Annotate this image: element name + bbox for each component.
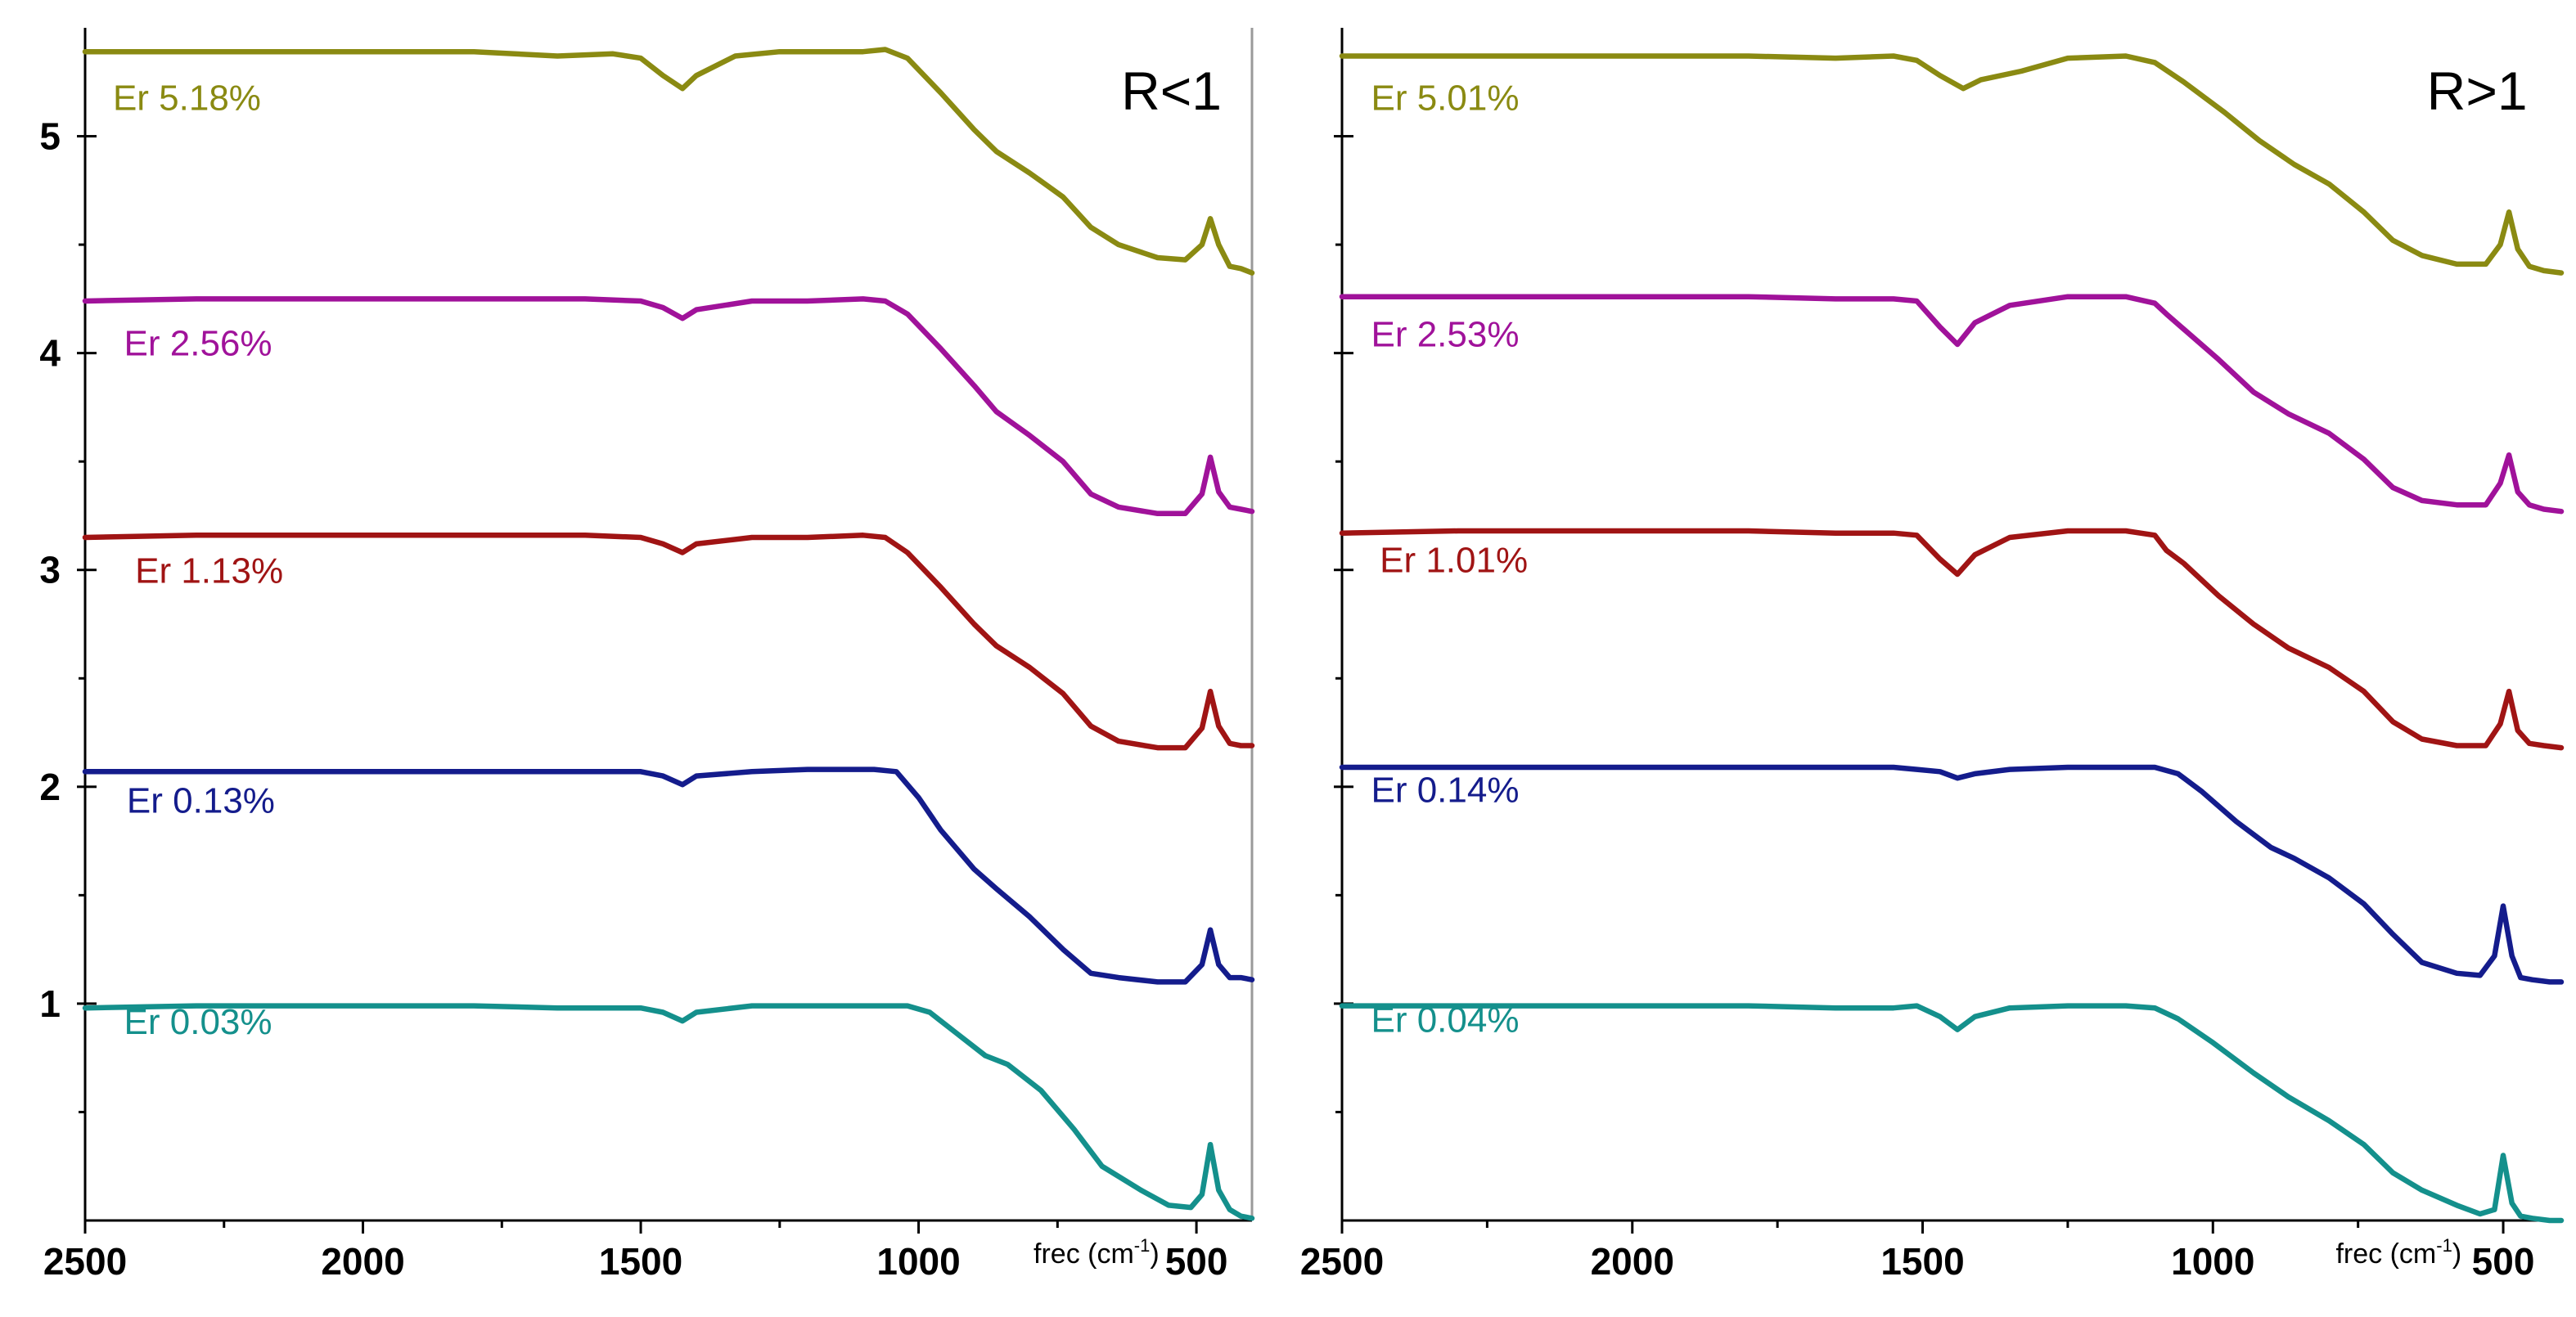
x-axis-label: frec (cm-1) [1034,1235,1160,1270]
x-axis-label-text: frec (cm [1034,1238,1134,1270]
series-label: Er 0.03% [124,1002,272,1042]
series-line [1339,764,2565,985]
x-axis-label-close: ) [1150,1238,1159,1270]
series-label: Er 5.18% [113,79,261,119]
series-line [82,533,1255,751]
chart-panel-left: 2500 2000 1500 1000 500 1 2 3 4 5 frec (cm-1) R<1 Er… [39,28,1255,1283]
y-tick-label: 2 [39,766,61,808]
x-tick-label: 1000 [876,1240,960,1283]
x-axis-label-exponent: -1 [2436,1235,2452,1256]
y-tick-label: 1 [39,982,61,1025]
x-tick-label: 500 [1165,1240,1228,1283]
x-axis-label: frec (cm-1) [2335,1235,2461,1270]
x-axis-label-exponent: -1 [1134,1235,1151,1256]
y-tick-label: 3 [39,549,61,591]
series-label: Er 0.04% [1371,1000,1519,1040]
x-tick-label: 1500 [599,1240,682,1283]
series-label: Er 2.53% [1371,315,1519,355]
panel-title: R<1 [1121,61,1222,121]
series-line [82,1003,1255,1221]
series-line [82,47,1255,276]
series-line [1339,528,2565,751]
series-line [1339,1003,2565,1224]
y-tick-label: 5 [39,115,61,158]
series-line [1339,53,2565,276]
x-tick-label: 1500 [1880,1240,1964,1283]
chart-panel-right: 2500 2000 1500 1000 500 frec (cm-1) R>1 Er 5.01… [1300,28,2565,1283]
y-tick-label: 4 [39,332,61,375]
series-line [82,296,1255,517]
x-tick-label: 2000 [321,1240,404,1283]
x-axis-label-close: ) [2452,1238,2461,1270]
series-label: Er 0.14% [1371,770,1519,810]
series-label: Er 2.56% [124,323,272,363]
series-label: Er 1.13% [135,551,283,591]
series-label: Er 0.13% [127,781,275,821]
series-line [82,766,1255,985]
panel-title: R>1 [2427,61,2528,121]
series-line [1339,294,2565,515]
x-tick-label: 2500 [43,1240,127,1283]
x-tick-label: 1000 [2171,1240,2254,1283]
x-tick-label: 2500 [1300,1240,1384,1283]
series-label: Er 5.01% [1371,79,1519,119]
x-tick-label: 500 [2472,1240,2535,1283]
x-tick-label: 2000 [1591,1240,1674,1283]
series-label: Er 1.01% [1380,540,1528,580]
x-axis-label-text: frec (cm [2335,1238,2436,1270]
